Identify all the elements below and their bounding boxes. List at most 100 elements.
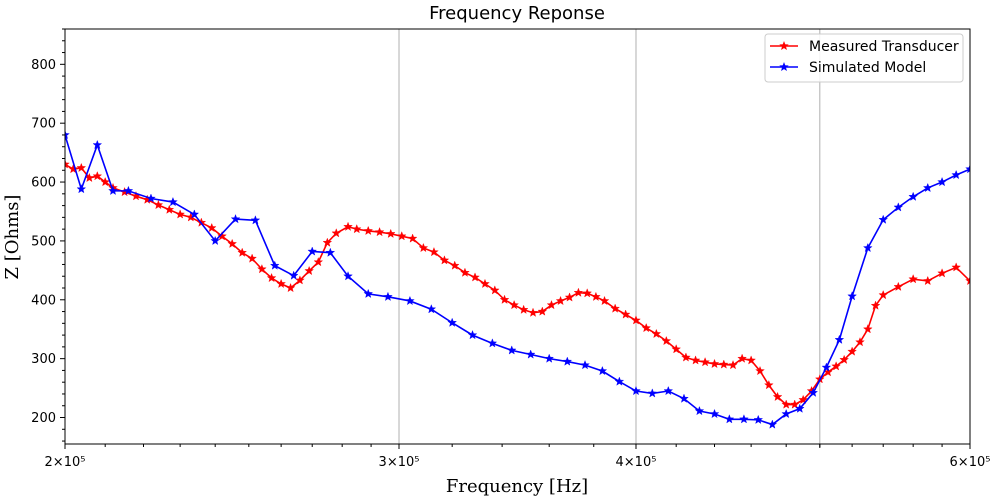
data-point (108, 185, 118, 195)
data-point (439, 255, 450, 265)
data-point (681, 352, 691, 362)
y-tick-label: 300 (31, 352, 56, 367)
data-point (210, 235, 221, 246)
data-point (351, 224, 362, 234)
data-point (250, 215, 261, 225)
data-point (322, 237, 333, 247)
data-point (753, 414, 764, 424)
data-point (92, 139, 103, 150)
data-point (893, 281, 904, 291)
data-point (908, 191, 918, 201)
y-tick-label: 200 (31, 411, 56, 426)
data-point (908, 274, 918, 284)
x-tick-label: 6×10⁵ (950, 455, 991, 470)
legend-item: Measured Transducer (770, 39, 959, 55)
data-point (631, 315, 641, 325)
data-point (573, 287, 584, 297)
data-point (878, 214, 889, 224)
data-point (671, 344, 682, 354)
data-point (405, 295, 415, 306)
data-point (582, 288, 593, 298)
data-point (831, 361, 841, 371)
data-point (304, 265, 314, 276)
data-point (363, 225, 374, 236)
data-point (591, 291, 601, 301)
data-point (641, 322, 652, 333)
data-point (487, 338, 498, 348)
chart-title: Frequency Reponse (429, 3, 605, 24)
data-point (544, 353, 555, 363)
data-point (467, 330, 478, 340)
data-point (647, 388, 658, 398)
data-point (363, 288, 374, 298)
data-point (661, 335, 672, 346)
data-point (230, 214, 241, 224)
data-point (808, 387, 819, 397)
data-point (396, 231, 407, 241)
data-point (206, 222, 217, 233)
data-point (525, 349, 536, 359)
legend-label: Measured Transducer (809, 39, 959, 55)
data-point (564, 292, 575, 302)
data-point (146, 193, 156, 203)
data-point (65, 129, 70, 140)
y-tick-label: 600 (31, 176, 56, 191)
data-point (276, 278, 286, 288)
data-point (580, 360, 590, 370)
data-point (343, 221, 353, 231)
data-point (789, 399, 800, 409)
x-tick-label: 2×10⁵ (45, 455, 86, 470)
data-point (767, 419, 778, 429)
data-point (746, 355, 756, 365)
data-point (599, 295, 610, 306)
data-point (870, 300, 881, 310)
data-point (855, 337, 865, 347)
series-simulated-model (65, 129, 970, 429)
data-point (781, 399, 792, 409)
data-point (374, 227, 385, 237)
data-point (76, 184, 87, 194)
data-point (937, 176, 947, 187)
legend: Measured Transducer Simulated Model (764, 33, 964, 83)
data-point (922, 182, 933, 193)
data-point (447, 317, 457, 327)
data-point (694, 405, 705, 416)
series-measured-transducer (65, 159, 970, 409)
data-point (965, 164, 970, 174)
data-point (737, 353, 747, 363)
data-point (700, 357, 710, 367)
data-point (288, 270, 299, 280)
legend-marker (779, 61, 789, 72)
data-point (764, 380, 774, 390)
data-point (227, 238, 238, 248)
data-point (489, 285, 500, 295)
data-point (76, 162, 87, 173)
data-point (383, 291, 393, 301)
data-point (331, 228, 342, 238)
data-point (631, 385, 641, 396)
data-point (168, 196, 178, 207)
data-point (295, 275, 305, 285)
data-point (518, 304, 529, 314)
data-point (847, 291, 857, 301)
data-point (65, 159, 70, 169)
data-point (651, 328, 662, 339)
data-point (266, 272, 277, 283)
legend-marker (779, 40, 789, 51)
data-point (798, 394, 808, 404)
legend-box (764, 33, 964, 83)
y-tick-label: 700 (31, 117, 56, 132)
data-point (847, 346, 857, 356)
data-point (269, 260, 280, 270)
plot-frame (64, 28, 971, 445)
data-point (862, 242, 873, 253)
data-point (922, 275, 933, 286)
data-point (755, 365, 765, 376)
data-point (189, 209, 200, 219)
data-point (690, 355, 701, 365)
data-point (217, 231, 227, 241)
data-point (739, 414, 749, 424)
data-point (307, 246, 318, 256)
data-point (709, 358, 720, 369)
data-point (123, 185, 134, 195)
